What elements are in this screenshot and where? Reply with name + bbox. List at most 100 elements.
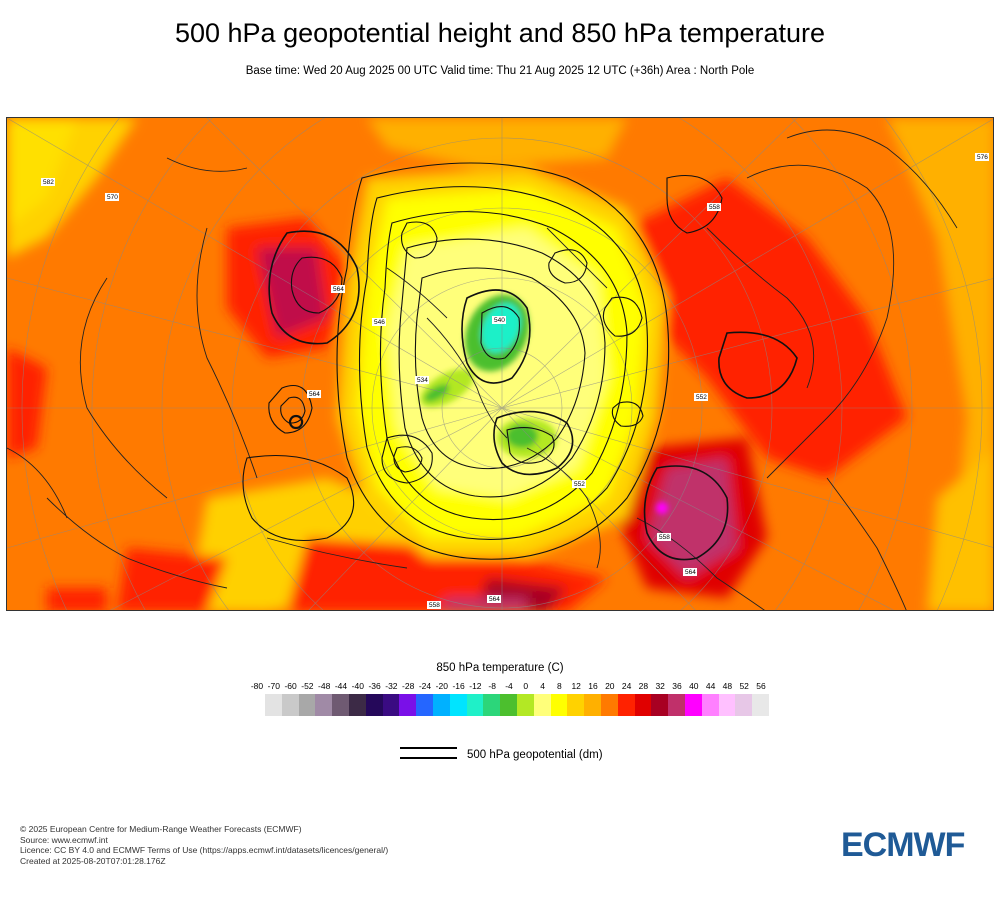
colorbar-tick-label: -52 <box>301 681 314 691</box>
colorbar-swatch <box>298 694 316 716</box>
footer: © 2025 European Centre for Medium-Range … <box>20 824 388 866</box>
colorbar-swatch <box>432 694 450 716</box>
colorbar-tick-label: 32 <box>655 681 665 691</box>
svg-text:534: 534 <box>417 377 428 384</box>
colorbar-swatch <box>584 694 601 716</box>
colorbar-tick-label: -8 <box>488 681 496 691</box>
svg-text:564: 564 <box>309 391 320 398</box>
colorbar-swatch <box>617 694 635 716</box>
colorbar-swatch <box>348 694 366 716</box>
svg-text:552: 552 <box>574 481 585 488</box>
map-panel: 564 564 558 558 552 546 <box>6 117 994 611</box>
cold-cores <box>420 294 668 514</box>
colorbar-tick-label: 4 <box>540 681 545 691</box>
colorbar-tick-label: 16 <box>588 681 598 691</box>
colorbar-tick-label: -70 <box>267 681 280 691</box>
colorbar-swatch <box>500 694 517 716</box>
footer-licence: Licence: CC BY 4.0 and ECMWF Terms of Us… <box>20 845 389 855</box>
colorbar-tick-label: 8 <box>557 681 562 691</box>
colorbar-swatch <box>533 694 551 716</box>
svg-text:546: 546 <box>374 319 385 326</box>
svg-text:582: 582 <box>43 179 54 186</box>
ecmwf-wordmark: ECMWF <box>841 825 965 864</box>
colorbar-swatch <box>365 694 383 716</box>
colorbar-swatch <box>684 694 702 716</box>
colorbar-tick-label: 40 <box>689 681 699 691</box>
svg-text:564: 564 <box>333 286 344 293</box>
colorbar-ticks: -80 -70 -60 -52 -48 -44 -40 -36 -32 -28 -24 -20 -16-… <box>238 681 766 693</box>
colorbar-tick-label: 48 <box>722 681 733 691</box>
colorbar-tick-label: 44 <box>705 681 716 691</box>
coastlines <box>7 129 958 610</box>
contour-label-group: 564 564 558 558 552 546 <box>41 153 989 609</box>
colorbar-swatch <box>416 694 433 716</box>
colorbar-swatch <box>600 694 618 716</box>
svg-text:558: 558 <box>659 534 670 541</box>
colorbar-swatch <box>752 694 769 716</box>
colorbar-tick-label: -24 <box>418 681 432 691</box>
contour-label: 564 <box>683 568 697 576</box>
svg-text:540: 540 <box>494 317 505 324</box>
contour-label: 540 <box>492 316 506 324</box>
colorbar-tick-label: -28 <box>402 681 415 691</box>
legend-label: 500 hPa geopotential (dm) <box>467 749 603 761</box>
colorbar-swatch <box>701 694 719 716</box>
colorbar-swatch <box>399 694 417 716</box>
footer-created: Created at 2025-08-20T07:01:28.176Z <box>20 855 166 866</box>
colorbar-tick-label: -80 <box>250 681 264 691</box>
contour-label: 546 <box>372 318 386 326</box>
contour-label: 558 <box>707 203 721 211</box>
map-svg: 564 564 558 558 552 546 <box>7 118 993 610</box>
colorbar-swatch <box>483 694 501 716</box>
colorbar-tick-label: 24 <box>621 681 632 691</box>
svg-text:576: 576 <box>977 154 988 161</box>
colorbar-title: 850 hPa temperature (C) <box>436 662 564 674</box>
colorbar-tick-label: -48 <box>318 681 331 691</box>
colorbar-swatch <box>567 694 585 716</box>
colorbar-swatch <box>332 694 349 716</box>
colorbar-swatch <box>516 694 534 716</box>
page-title: 500 hPa geopotential height and 850 hPa … <box>174 18 825 48</box>
contour-label: 552 <box>694 393 708 401</box>
colorbar-tick-label: -36 <box>368 681 381 691</box>
colorbar-swatch <box>265 694 282 716</box>
contour-label: 558 <box>427 601 441 609</box>
colorbar-tick-label: 56 <box>756 681 766 691</box>
colorbar-swatch <box>281 694 299 716</box>
colorbar-tick-label: -12 <box>469 681 482 691</box>
contour-label: 576 <box>975 153 989 161</box>
contour-label: 564 <box>307 390 321 398</box>
colorbar-tick-label: 28 <box>638 681 649 691</box>
colorbar-swatch <box>382 694 400 716</box>
ecmwf-logo-icon <box>798 829 835 861</box>
colorbar-tick-label: -20 <box>435 681 448 691</box>
colorbar-swatch <box>634 694 652 716</box>
contour-label: 552 <box>572 480 586 488</box>
footer-copyright: © 2025 European Centre for Medium-Range … <box>20 824 302 834</box>
colorbar-tick-label: -44 <box>334 681 348 691</box>
colorbar-swatch <box>718 694 736 716</box>
geopotential-contours <box>242 162 798 561</box>
colorbar-tick-label: 36 <box>672 681 682 691</box>
contour-label: 534 <box>415 376 429 384</box>
colorbar-swatch <box>466 694 484 716</box>
svg-text:570: 570 <box>107 194 118 201</box>
ecmwf-logo: ECMWF <box>793 825 983 865</box>
svg-text:558: 558 <box>429 602 440 609</box>
contour-label: 558 <box>657 533 671 541</box>
svg-text:564: 564 <box>489 596 500 603</box>
colorbar-tick-label: -16 <box>452 681 465 691</box>
svg-text:558: 558 <box>709 204 720 211</box>
svg-text:564: 564 <box>685 569 696 576</box>
colorbar-tick-label: 12 <box>571 681 581 691</box>
colorbar-tick-label: -60 <box>284 681 297 691</box>
legend-line-symbol <box>400 747 457 763</box>
colorbar-swatch <box>449 694 467 716</box>
colorbar-swatch <box>651 694 669 716</box>
colorbar-swatch <box>735 694 753 716</box>
colorbar-tick-label: -32 <box>385 681 398 691</box>
contour-label: 564 <box>331 285 345 293</box>
colorbar <box>265 694 769 716</box>
contour-label: 582 <box>41 178 55 186</box>
contour-label: 570 <box>105 193 119 201</box>
